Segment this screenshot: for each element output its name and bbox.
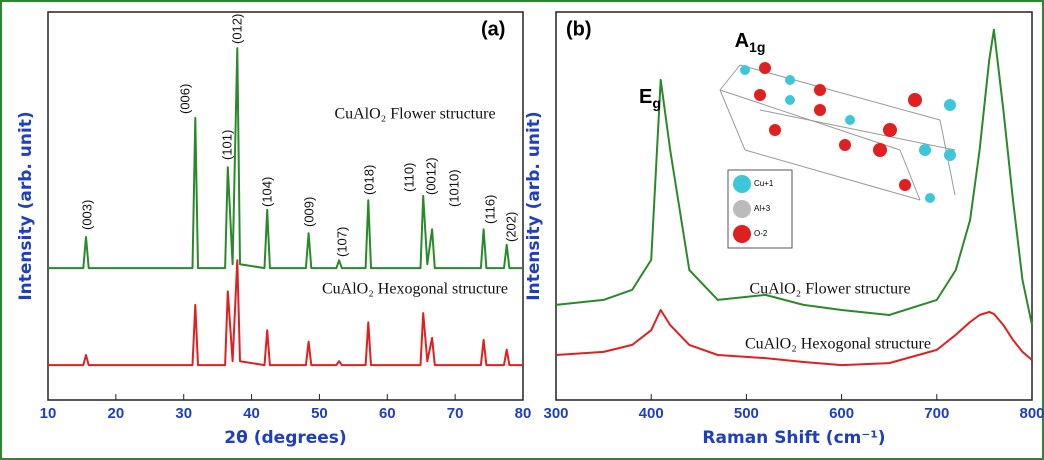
peak-label: (116) (482, 195, 497, 224)
x-tick-label: 800 (1019, 405, 1044, 422)
peak-label: (0012) (423, 157, 438, 195)
x-tick-label: 80 (515, 405, 532, 422)
peak-label: (006) (177, 84, 192, 114)
inset-legend-swatch (733, 225, 751, 243)
figure: Cu+1 Al+3 O-2 10 20 30 40 50 60 70 80 2θ (degree… (0, 0, 1044, 460)
peak-label: (1010) (446, 169, 461, 207)
peak-label-sub: g (652, 95, 661, 111)
peak-label: (104) (259, 177, 274, 207)
x-tick-label: 400 (639, 405, 664, 422)
x-tick-label: 500 (734, 405, 759, 422)
x-tick-label: 10 (40, 405, 57, 422)
inset-legend-label: Al+3 (754, 204, 771, 213)
peak-label: (107) (334, 227, 349, 257)
inset-legend-swatch (733, 175, 751, 193)
x-tick-label: 600 (829, 405, 854, 422)
peak-label: (003) (79, 200, 94, 230)
series-label: CuAlO₂ Flower structure (749, 281, 910, 298)
series-label: CuAlO₂ Hexogonal structure (322, 281, 508, 298)
panel-label: (a) (481, 18, 505, 40)
peak-label: (202) (503, 212, 518, 242)
series-label: CuAlO₂ Hexogonal structure (745, 336, 931, 353)
peak-label: (110) (401, 163, 416, 192)
inset-legend-label: O-2 (754, 229, 768, 238)
inset-legend-swatch (733, 200, 751, 218)
peak-label-sub: 1g (749, 39, 765, 55)
inset-legend-label: Cu+1 (754, 179, 774, 188)
peak-label-main: E (639, 86, 652, 108)
x-tick-label: 30 (175, 405, 192, 422)
x-tick-label: 60 (379, 405, 396, 422)
x-tick-label: 70 (447, 405, 464, 422)
panel-label: (b) (566, 18, 592, 40)
frame (1, 1, 1043, 459)
peak-label-main: A (735, 30, 749, 52)
x-tick-label: 50 (311, 405, 328, 422)
series-label: CuAlO₂ Flower structure (334, 106, 495, 123)
x-tick-label: 40 (243, 405, 260, 422)
peak-label: (012) (229, 14, 244, 44)
x-tick-label: 300 (543, 405, 568, 422)
peak-label: (018) (361, 165, 376, 195)
x-axis-label: 2θ (degrees) (224, 428, 346, 448)
y-axis-label: Intensity (arb. unit) (524, 111, 544, 300)
peak-label: (009) (301, 197, 316, 227)
x-tick-label: 700 (924, 405, 949, 422)
peak-label: (101) (219, 130, 234, 160)
x-axis-label: Raman Shift (cm⁻¹) (702, 428, 885, 448)
y-axis-label: Intensity (arb. unit) (16, 111, 36, 300)
x-tick-label: 20 (108, 405, 125, 422)
